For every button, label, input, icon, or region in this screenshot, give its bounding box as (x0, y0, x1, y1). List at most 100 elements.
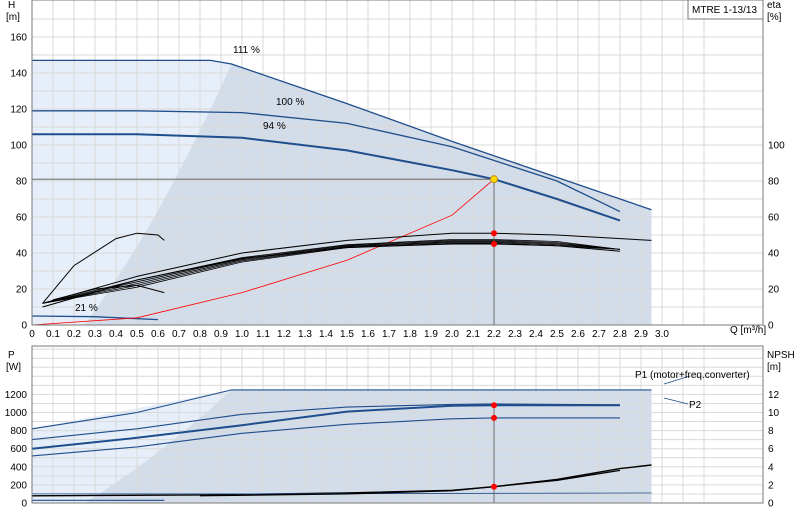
y-tick-label: 80 (16, 177, 28, 188)
y-tick-label: 160 (10, 33, 27, 44)
duty-point-head (490, 175, 498, 184)
chart-title: MTRE 1-13/13 (692, 5, 757, 16)
y-tick-label: 600 (10, 444, 27, 455)
operating-regions (32, 389, 652, 503)
head-curve (32, 59, 652, 211)
duty-point-npsh (491, 483, 497, 490)
y-tick-label: 400 (10, 462, 27, 473)
tick-labels: 0 200 400 600 800 1000 1200 0 2 4 6 8 10 12 (5, 390, 780, 510)
x-tick-label: 0.6 (151, 329, 165, 340)
x-tick-label: 0 (29, 329, 35, 340)
x-tick-label: 1.3 (298, 329, 312, 340)
efficiency-curve (42, 239, 621, 304)
x-tick-label: 1.4 (319, 329, 333, 340)
y-axis-label: P (8, 350, 15, 361)
legend-leader-p1 (663, 375, 691, 385)
efficiency-curve (52, 284, 165, 301)
y2-tick-label: 40 (768, 249, 780, 260)
x-tick-label: 0.9 (214, 329, 228, 340)
x-axis-label: Q [m³/h] (730, 325, 766, 336)
y2-tick-label: 80 (768, 177, 780, 188)
npsh-curve (199, 469, 621, 497)
x-tick-label: 2.2 (487, 329, 501, 340)
duty-point-eta-lower (491, 241, 497, 247)
y2-tick-label: 0 (768, 321, 774, 332)
head-curve (32, 110, 621, 213)
grid (31, 0, 763, 326)
y-axis-label: H (8, 0, 15, 11)
y2-tick-label: 100 (768, 141, 785, 152)
x-tick-label: 1.8 (403, 329, 417, 340)
power-curve (31, 389, 652, 430)
duty-point-eta-upper (491, 230, 497, 237)
x-tick-label: 2.7 (592, 329, 606, 340)
x-tick-label: 1.1 (256, 329, 270, 340)
x-tick-label: 1.9 (424, 329, 438, 340)
y2-axis-unit: [m] (767, 362, 781, 373)
efficiency-curve (42, 242, 621, 304)
curves (31, 375, 691, 503)
y2-tick-label: 8 (768, 426, 774, 437)
curve-label-111: 111 % (233, 45, 260, 56)
y-axis-unit: [W] (6, 362, 21, 373)
y-tick-label: 1200 (5, 390, 28, 401)
y-tick-label: 140 (10, 69, 27, 80)
x-tick-label: 1.6 (361, 329, 375, 340)
x-tick-label: 0.1 (46, 329, 60, 340)
x-tick-label: 0.5 (130, 329, 144, 340)
y2-tick-label: 12 (768, 390, 780, 401)
y-tick-label: 100 (10, 141, 27, 152)
x-tick-label: 2.9 (634, 329, 648, 340)
plot-frame (31, 0, 764, 326)
curve-label-21: 21 % (75, 303, 98, 314)
efficiency-curve (42, 240, 621, 304)
x-tick-label: 1.0 (235, 329, 249, 340)
x-tick-label: 2.4 (529, 329, 543, 340)
y-tick-label: 60 (16, 213, 28, 224)
y2-tick-label: 0 (768, 499, 774, 510)
head-curve (31, 315, 159, 321)
y2-axis-unit: [%] (767, 12, 782, 23)
head-curve (32, 133, 621, 222)
y-tick-label: 200 (10, 480, 27, 491)
y-tick-label: 1000 (5, 408, 28, 419)
x-tick-label: 0.7 (172, 329, 186, 340)
y-tick-label: 40 (16, 249, 28, 260)
operating-regions (32, 60, 652, 326)
power-npsh-panel: 0 200 400 600 800 1000 1200 0 2 4 6 8 10 12 P [W] NPS… (5, 345, 795, 510)
x-tick-label: 1.5 (340, 329, 354, 340)
title-box (687, 0, 764, 20)
x-tick-label: 2.5 (550, 329, 564, 340)
y2-axis-label: NPSH (767, 350, 795, 361)
y2-tick-label: 2 (768, 480, 774, 491)
legend-leader-p2 (663, 397, 689, 405)
x-tick-label: 0.3 (88, 329, 102, 340)
x-tick-label: 0.2 (67, 329, 81, 340)
y2-tick-label: 10 (768, 408, 780, 419)
y2-tick-label: 60 (768, 213, 780, 224)
legend-p1: P1 (motor+freq.converter) (635, 370, 750, 381)
curve-label-100: 100 % (276, 97, 304, 108)
curve-label-94: 94 % (263, 121, 286, 132)
x-tick-label: 3.0 (655, 329, 669, 340)
x-tick-label: 2.8 (613, 329, 627, 340)
y-tick-label: 120 (10, 105, 27, 116)
y2-axis-label: eta (767, 0, 781, 11)
x-tick-label: 2.6 (571, 329, 585, 340)
plot-frame (31, 345, 764, 504)
power-curve (32, 492, 652, 495)
y-tick-label: 0 (21, 321, 27, 332)
curves (31, 59, 652, 326)
system-curve (31, 178, 495, 326)
efficiency-curve (42, 241, 621, 304)
duty-point-p1 (491, 402, 497, 409)
x-tick-label: 2.1 (466, 329, 480, 340)
x-tick-label: 0.4 (109, 329, 123, 340)
x-tick-label: 1.2 (277, 329, 291, 340)
tick-labels: 0 0.1 0.2 0.3 0.4 0.5 0.6 0.7 0.8 0.9 1.0 1.1 1.2 1.3… (10, 33, 785, 341)
efficiency-curve (42, 240, 621, 304)
head-efficiency-panel: 0 0.1 0.2 0.3 0.4 0.5 0.6 0.7 0.8 0.9 1.0 1.1 1.2 1.3… (6, 0, 785, 340)
x-tick-label: 0.8 (193, 329, 207, 340)
x-tick-label: 2.3 (508, 329, 522, 340)
